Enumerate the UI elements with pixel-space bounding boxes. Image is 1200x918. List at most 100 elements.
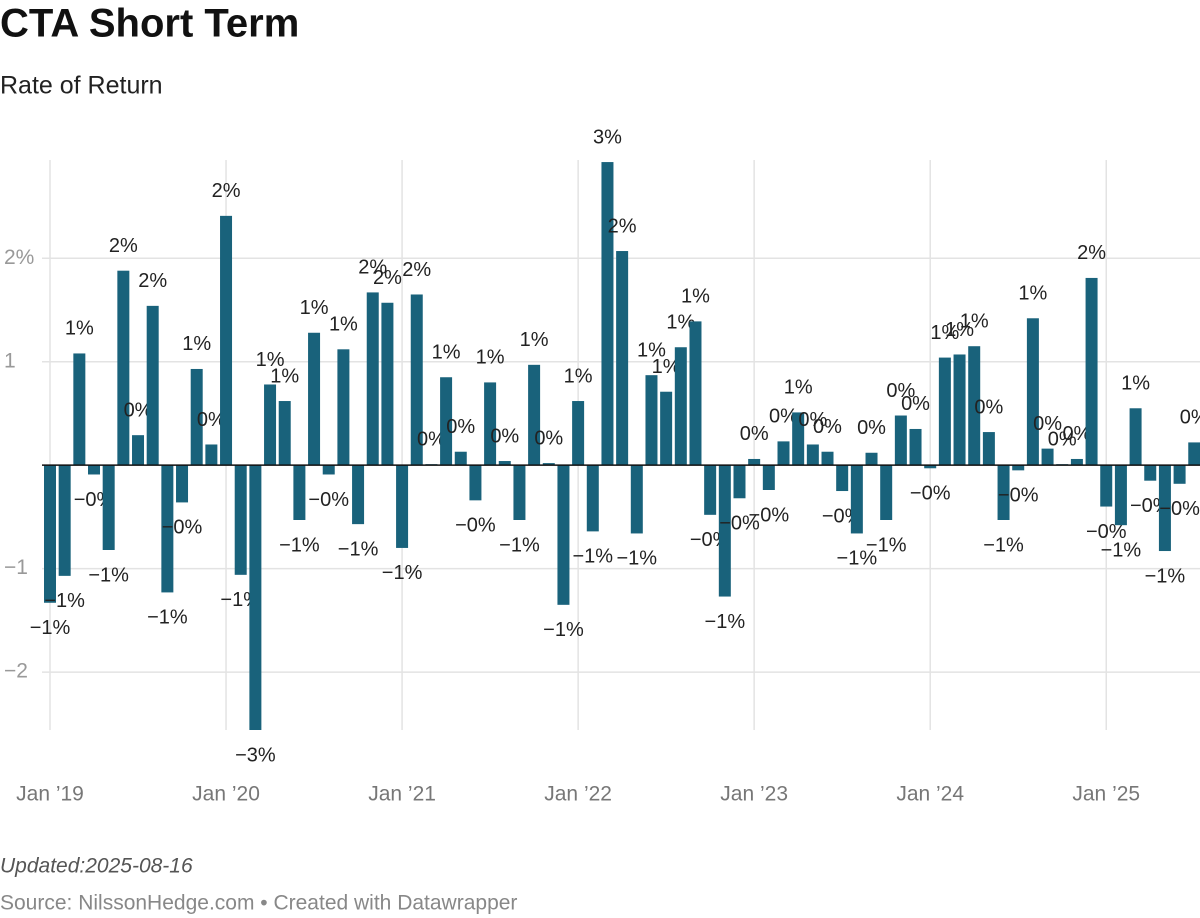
value-label: 0% [534,427,563,449]
bar [88,465,101,475]
value-label: −1% [705,611,746,633]
value-label: 0% [417,428,446,450]
bar [806,444,819,466]
note: Updated:2025-08-16 [0,855,193,878]
value-label: 0% [798,409,827,431]
bar [953,354,966,466]
value-label: −1% [30,617,71,639]
bar [513,465,526,520]
bar [220,215,233,466]
bar [132,435,145,466]
bar [616,251,629,466]
bar [396,465,409,548]
value-label: 2% [212,180,241,202]
bar [117,270,130,466]
bar [454,451,467,466]
y-tick-label: −1 [4,556,28,579]
value-label: 0% [857,417,886,439]
bar [1144,465,1157,481]
bar [836,465,849,492]
value-label: 2% [1077,242,1106,264]
value-label: −1% [1145,565,1186,587]
value-label: −1% [837,548,878,570]
value-label: −0% [1086,521,1127,543]
value-label: −1% [983,534,1024,556]
chart-subtitle: Rate of Return [0,72,163,100]
value-label: −0% [1159,498,1200,520]
bar [205,444,218,466]
value-label: 0% [446,416,475,438]
bar [572,401,585,466]
value-label: 1% [564,365,593,387]
bar [557,465,570,605]
bar [44,465,56,603]
bar [850,465,863,534]
bar [161,465,174,593]
bar [1173,465,1186,484]
bar [146,305,159,466]
bar [938,357,951,466]
bar [821,451,834,466]
bar [1026,318,1039,466]
value-label: 0% [124,399,153,421]
value-label: −0% [910,483,951,505]
value-label: 1% [329,314,358,336]
bar [1041,448,1054,466]
bar [102,465,115,550]
value-label: 0% [740,423,769,445]
value-label: 3% [593,126,622,148]
value-label: 1% [960,310,989,332]
value-label: 2% [373,267,402,289]
value-label: 0% [1062,423,1091,445]
value-label: 1% [65,318,94,340]
value-label: 1% [637,339,666,361]
value-label: 1% [1018,283,1047,305]
bar [1100,465,1113,507]
value-label: 0% [197,409,226,431]
value-label: 1% [681,286,710,308]
value-label: 1% [520,329,549,351]
bar [528,364,541,466]
value-label: 0% [813,416,842,438]
x-tick-label: Jan ’21 [368,783,436,806]
bar [1129,408,1142,466]
bar [645,375,658,466]
bar [924,465,937,469]
bar [337,349,350,466]
value-label: −0% [749,504,790,526]
bar [865,452,878,466]
bar [308,332,321,466]
value-label: −1% [543,619,584,641]
value-label: 2% [109,235,138,257]
value-label: 1% [784,377,813,399]
source: Source: NilssonHedge.com • Created with … [0,892,517,915]
value-label: −1% [499,534,540,556]
value-label: 1% [652,356,681,378]
bar [660,391,673,466]
x-tick-label: Jan ’20 [192,783,260,806]
bar [880,465,893,520]
value-label: −1% [44,590,85,612]
bar [1012,465,1025,471]
value-label: 2% [358,257,387,279]
y-tick-label: 1 [4,349,16,372]
value-label: 1% [256,349,285,371]
bar [909,428,922,466]
bar [190,368,203,466]
x-tick-label: Jan ’23 [720,783,788,806]
bar [777,441,790,466]
y-tick-label: 2% [4,246,34,269]
value-label: 0% [1033,413,1062,435]
x-tick-label: Jan ’22 [544,783,612,806]
value-label: −0% [455,515,496,537]
bar [234,465,247,575]
y-tick-label: −2 [4,660,28,683]
value-label: −1% [617,548,658,570]
bar [689,321,702,466]
x-tick-label: Jan ’24 [896,783,964,806]
value-label: −1% [88,564,129,586]
bar [586,465,599,532]
chart-title: CTA Short Term [0,2,299,46]
value-label: 1% [182,333,211,355]
bar [1114,465,1127,526]
